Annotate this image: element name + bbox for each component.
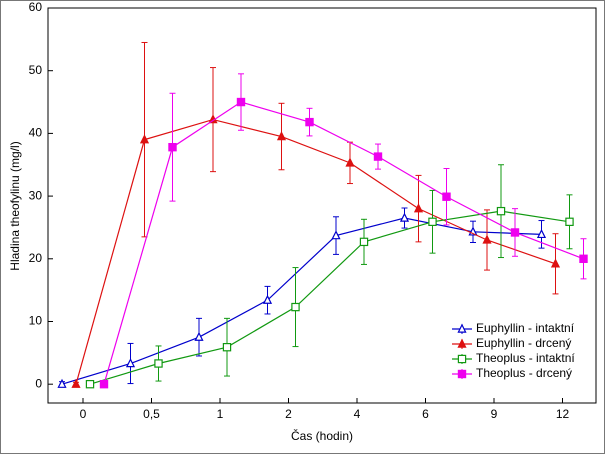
- x-tick-label: 0,5: [143, 407, 160, 421]
- y-tick-label: 30: [29, 188, 43, 202]
- data-point: [579, 254, 588, 263]
- x-tick-label: 4: [354, 407, 361, 421]
- data-point: [399, 212, 410, 222]
- data-point: [373, 152, 383, 161]
- x-tick-label: 12: [556, 407, 570, 421]
- data-point: [428, 217, 437, 227]
- data-point: [331, 230, 341, 240]
- data-point: [125, 358, 136, 368]
- legend-marker: [457, 323, 467, 333]
- x-tick-label: 2: [285, 407, 292, 421]
- y-axis-label: Hladina theofylinu (mg/l): [8, 141, 22, 270]
- x-tick-label: 1: [217, 407, 224, 421]
- data-point: [550, 258, 561, 268]
- legend-label: Euphyllin - intaktní: [476, 321, 575, 335]
- data-point: [85, 379, 95, 389]
- y-tick-label: 50: [29, 63, 43, 77]
- data-point: [291, 302, 300, 312]
- data-point: [536, 228, 547, 239]
- legend-marker: [457, 369, 467, 379]
- y-tick-label: 40: [29, 126, 43, 140]
- legend-label: Theoplus - drcený: [476, 366, 572, 380]
- series-line: [103, 101, 584, 385]
- legend-marker: [457, 338, 467, 348]
- data-point: [71, 378, 81, 388]
- y-tick-label: 60: [29, 0, 43, 14]
- data-point: [496, 206, 506, 216]
- data-point: [276, 131, 287, 141]
- data-point: [345, 157, 355, 167]
- data-point: [222, 342, 232, 352]
- y-tick-label: 10: [29, 314, 43, 328]
- data-point: [139, 134, 150, 144]
- legend-label: Euphyllin - drcený: [476, 336, 571, 350]
- x-tick-label: 6: [422, 407, 429, 421]
- data-point: [57, 378, 67, 388]
- data-point: [482, 234, 492, 244]
- data-point: [99, 379, 109, 389]
- data-point: [510, 228, 520, 237]
- data-point: [262, 294, 273, 304]
- series-line: [89, 210, 570, 385]
- legend-label: Theoplus - intaktní: [476, 351, 575, 365]
- x-axis-label: Čas (hodin): [291, 428, 353, 443]
- legend-marker: [457, 354, 467, 364]
- data-point: [236, 97, 246, 107]
- series-line: [61, 217, 542, 385]
- y-tick-label: 0: [35, 376, 42, 390]
- data-point: [359, 237, 369, 247]
- data-point: [413, 203, 424, 213]
- x-tick-label: 9: [491, 407, 498, 421]
- data-point: [194, 331, 204, 341]
- legend-box: [450, 319, 588, 385]
- data-point: [168, 142, 177, 152]
- data-point: [442, 192, 451, 201]
- x-tick-label: 0: [80, 407, 87, 421]
- data-point: [305, 117, 314, 127]
- series-line: [75, 118, 556, 385]
- y-tick-label: 20: [29, 251, 43, 265]
- data-point: [154, 359, 163, 368]
- data-point: [565, 217, 574, 227]
